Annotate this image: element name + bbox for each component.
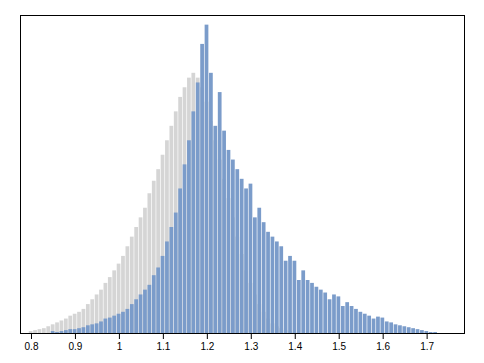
svg-text:1.2: 1.2 <box>200 341 214 352</box>
svg-text:0.9: 0.9 <box>68 341 82 352</box>
svg-text:1.1: 1.1 <box>156 341 170 352</box>
svg-text:1: 1 <box>117 341 123 352</box>
svg-text:1.5: 1.5 <box>332 341 346 352</box>
svg-text:1.4: 1.4 <box>288 341 302 352</box>
svg-text:1.7: 1.7 <box>420 341 434 352</box>
svg-text:1.3: 1.3 <box>244 341 258 352</box>
svg-text:0.8: 0.8 <box>25 341 39 352</box>
svg-text:1.6: 1.6 <box>376 341 390 352</box>
